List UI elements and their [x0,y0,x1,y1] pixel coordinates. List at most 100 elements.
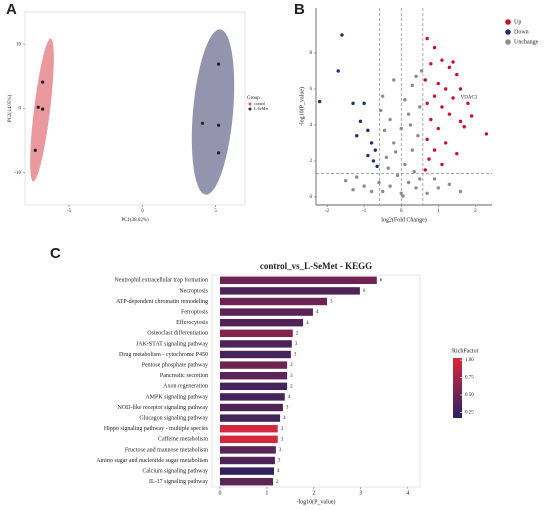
bar [219,340,292,348]
category-label: Amino sugar and nucleotide sugar metabol… [96,458,208,464]
data-point [432,94,437,98]
legend-swatch [248,102,252,106]
legend-label: control [254,101,266,106]
count-label: 2 [290,363,293,368]
data-point [427,157,431,161]
x-tick-label: 5 [214,209,217,214]
count-label: 3 [330,300,333,305]
category-label: Drug metabolism - cytochrome P450 [119,352,208,358]
category-label: Efferocytosis [176,319,209,326]
data-point [358,119,363,124]
data-point [436,126,440,131]
data-point [377,180,381,185]
data-point [451,96,455,100]
bar [219,276,377,285]
count-label: 4 [316,310,319,315]
colorbar-title: RichFactor [452,348,479,354]
annotation: VDAC3 [461,95,478,100]
count-label: 3 [290,374,293,379]
data-point [425,101,429,106]
data-point [375,164,379,169]
plot-frame [211,274,421,488]
data-point [217,123,221,127]
data-point [399,126,403,131]
data-point [217,151,221,155]
data-point [423,168,428,172]
y-tick-label: 4 [310,123,313,128]
count-label: 3 [281,427,284,432]
bar [219,297,328,306]
data-point [403,162,407,167]
data-point [392,141,396,145]
bar [219,435,278,444]
data-point [412,170,416,174]
count-label: 4 [306,321,309,326]
category-label: Pancreatic secretion [160,373,208,379]
chart-title: control_vs_L-SeMet - KEGG [260,261,372,271]
legend-label: L-SeMet [254,106,269,111]
count-label: 6 [363,289,366,294]
data-point [399,191,403,196]
data-point [440,162,444,167]
data-point [432,148,437,152]
data-point [36,105,40,109]
x-tick-label: 2 [474,209,477,214]
data-point [447,65,452,70]
category-label: Osteoclast differentiation [147,330,208,337]
category-label: Caffeine metabolism [158,436,208,443]
data-point [408,123,413,127]
bar [219,318,304,327]
legend-swatch [505,19,511,25]
data-point [369,189,374,194]
panel-letter: A [6,1,17,18]
bar [219,308,313,316]
data-point [440,58,444,62]
x-tick-label: 0 [400,209,403,214]
data-point [423,78,428,82]
data-point [217,62,221,66]
count-label: 3 [295,342,298,347]
data-point [406,180,411,185]
data-point [418,105,422,109]
data-point [466,101,470,106]
data-point [343,179,348,183]
data-point [406,112,411,116]
data-point [443,87,448,91]
colorbar-tick-label: 0.50 [465,393,474,398]
count-label: 2 [290,384,293,389]
category-label: Ferroptosis [181,309,209,315]
bar [219,329,293,338]
legend-label: Up [514,19,521,25]
data-point [382,128,387,133]
y-axis-label: -log10(P_value) [298,87,305,126]
x-tick-label: -5 [67,209,72,214]
data-point [458,119,463,124]
data-point [416,134,420,138]
bar [219,361,288,369]
x-tick-label: 1 [437,209,440,214]
legend-swatch [505,39,511,45]
category-label: Axon regeneration [163,384,208,390]
bar [219,467,274,475]
data-point [440,105,444,109]
data-point [414,186,418,190]
bar [219,382,288,391]
data-point [484,132,489,136]
y-axis-label: PC2(14.05%) [8,94,13,122]
y-tick-label: 8 [310,51,313,56]
colorbar [453,358,462,418]
count-label: 3 [281,437,284,442]
y-tick-label: 0 [310,195,313,200]
x-tick-label: 0 [218,490,221,496]
data-point [366,128,370,133]
y-tick-label: 6 [310,87,313,92]
data-point [455,72,459,77]
data-point [469,114,474,118]
data-point [366,153,370,158]
bar [219,414,281,422]
data-point [392,78,396,82]
category-label: JAK-STAT signaling pathway [136,341,208,347]
category-label: Pentose phosphate pathway [142,362,208,368]
legend-title: Group [247,96,260,101]
data-point [340,33,344,37]
